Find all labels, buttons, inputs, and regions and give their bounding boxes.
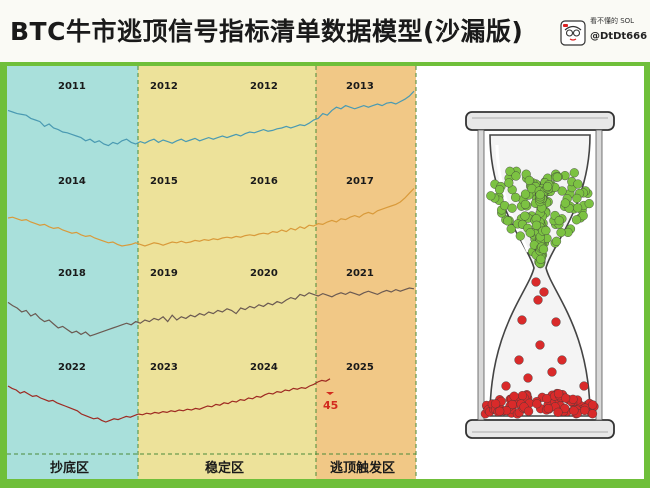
sand-grain [560, 393, 571, 403]
sand-grain [554, 216, 564, 226]
sand-grain [551, 236, 562, 246]
sand-grain [553, 407, 563, 417]
year-label: 2017 [346, 176, 374, 187]
sand-grain [505, 166, 515, 176]
sand-grain [588, 400, 598, 410]
sand-grain [507, 203, 517, 213]
sand-grain [486, 191, 496, 201]
year-label: 2012 [150, 81, 178, 92]
sand-grain [520, 199, 531, 210]
sand-grain [532, 399, 542, 409]
sand-grain [541, 225, 551, 236]
sand-grain [573, 179, 583, 189]
sand-grain [587, 409, 598, 419]
price-line-row-2 [7, 187, 415, 247]
year-label: 2013 [346, 81, 374, 92]
zone-label-stable: 稳定区 [205, 460, 244, 476]
sand-grain [503, 216, 513, 226]
author-handle: @DtDt666 [590, 31, 648, 42]
price-line-row-4 [7, 378, 331, 423]
zone-top-bg [316, 66, 416, 479]
sand-grain [556, 227, 566, 238]
sand-grain [520, 211, 530, 221]
sand-grain [515, 231, 525, 241]
year-label: 2020 [250, 268, 278, 279]
sand-grain [533, 295, 543, 305]
price-lines [7, 90, 415, 423]
year-label: 2023 [150, 362, 178, 373]
sand-grain [510, 192, 521, 203]
zone-stable-bg [138, 66, 316, 479]
sand-grain [578, 211, 588, 221]
year-label: 2011 [58, 81, 86, 92]
sand-grain [579, 381, 589, 391]
annotation-label: 45 [323, 399, 338, 412]
author-subtitle: 看不懂的 SOL [590, 17, 635, 25]
sand-grain [571, 215, 582, 225]
sand-grain [535, 340, 545, 350]
sand-grain [569, 406, 579, 416]
sand-grain [542, 181, 553, 192]
sand-grain [495, 185, 505, 195]
cartoon-avatar-icon [560, 20, 586, 46]
sand-grain [560, 198, 570, 208]
sand-grain [572, 193, 582, 204]
sand-grain [531, 277, 541, 287]
sand-grain [557, 355, 567, 365]
sand-grain [553, 389, 564, 399]
zone-label-bottom: 抄底区 [50, 460, 89, 476]
sand-grain [552, 172, 562, 182]
up-arrow-icon [326, 392, 334, 395]
sand-grain [542, 394, 552, 404]
year-label: 2019 [150, 268, 178, 279]
page-title: BTC牛市逃顶信号指标清单数据模型(沙漏版) [10, 17, 524, 46]
sand-grain [506, 224, 516, 234]
price-line-row-3 [7, 287, 415, 337]
sand-grain [535, 190, 545, 200]
sand-grain [524, 175, 534, 186]
hourglass-illustration [465, 111, 615, 439]
sand-grain [504, 178, 514, 188]
sand-grain [501, 381, 511, 391]
sand-grain [536, 254, 546, 264]
sand-grain [517, 391, 528, 401]
sand-grain [514, 355, 524, 365]
sand-grain [572, 203, 583, 213]
sand-grain [525, 228, 535, 238]
year-label: 2015 [150, 176, 178, 187]
sand-grain [538, 244, 549, 254]
sand-particles [480, 166, 599, 419]
year-label: 2024 [250, 362, 278, 373]
year-label: 2012 [250, 81, 278, 92]
sand-grain [551, 317, 561, 327]
sand-grain [523, 406, 534, 416]
sand-grain [509, 391, 519, 401]
sand-grain [495, 406, 505, 416]
sand-grain [520, 189, 531, 199]
zone-label-top: 逃顶触发区 [330, 460, 395, 476]
year-label: 2016 [250, 176, 278, 187]
header: BTC牛市逃顶信号指标清单数据模型(沙漏版) 看不懂的 SOL @DtDt666 [0, 0, 650, 62]
price-line-row-1 [7, 90, 415, 147]
sand-grain [584, 199, 594, 209]
sand-grain [543, 404, 553, 414]
year-label: 2025 [346, 362, 374, 373]
year-label: 2021 [346, 268, 374, 279]
sand-grain [569, 168, 579, 178]
year-label: 2018 [58, 268, 86, 279]
sand-grain [580, 405, 590, 416]
sand-grain [539, 287, 549, 297]
sand-grain [511, 171, 521, 181]
sand-grain [531, 220, 542, 230]
year-label: 2022 [58, 362, 86, 373]
sand-grain [547, 367, 557, 377]
sand-grain [517, 315, 527, 325]
year-label: 2014 [58, 176, 86, 187]
sand-grain [523, 373, 533, 383]
